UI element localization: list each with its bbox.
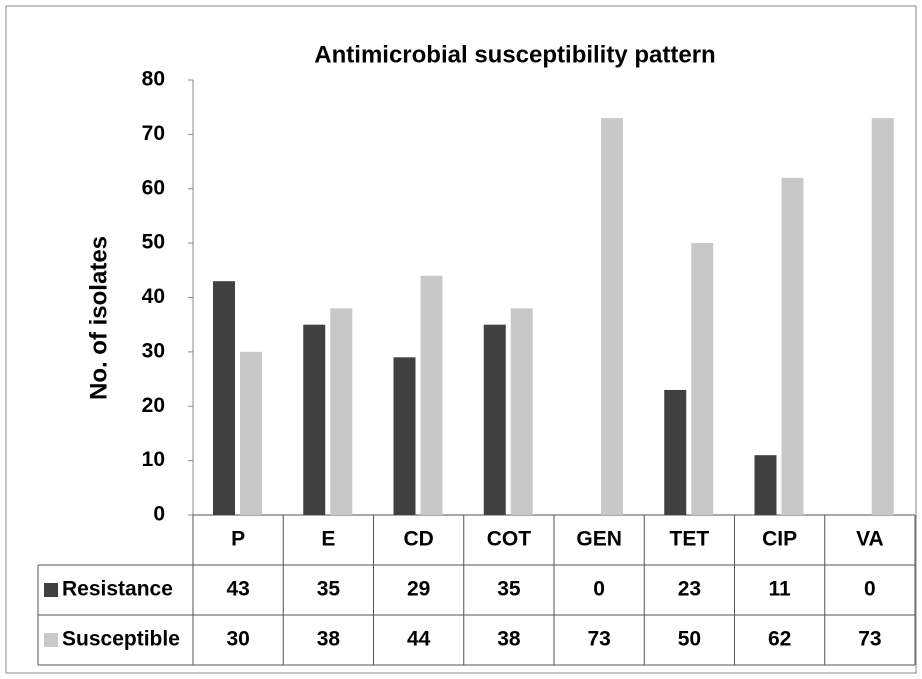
y-tick-label: 10 (142, 448, 165, 471)
table-value: 35 (317, 578, 341, 601)
bar (691, 243, 714, 515)
bar (303, 324, 326, 515)
table-value: 43 (226, 578, 249, 601)
table-value: 30 (226, 628, 249, 651)
chart-title: Antimicrobial susceptibility pattern (314, 41, 715, 68)
table-value: 0 (593, 578, 605, 601)
bar (240, 351, 262, 515)
table-value: 23 (678, 578, 701, 601)
x-tick-label: E (321, 528, 335, 551)
bar (420, 275, 443, 515)
table-value: 73 (858, 628, 881, 651)
table-value: 35 (497, 578, 521, 601)
bar (781, 177, 804, 515)
bar (213, 281, 235, 515)
table-value: 62 (768, 628, 791, 651)
table-value: 44 (407, 628, 431, 651)
y-tick-label: 80 (142, 68, 165, 91)
x-tick-label: TET (670, 528, 710, 551)
y-tick-label: 70 (142, 122, 165, 145)
x-tick-label: P (231, 528, 245, 551)
table-value: 50 (678, 628, 701, 651)
bar (330, 308, 353, 515)
table-value: 38 (497, 628, 521, 651)
table-value: 11 (769, 578, 792, 601)
legend-key (44, 633, 58, 647)
y-tick-label: 30 (142, 339, 165, 362)
table-value: 29 (407, 578, 430, 601)
y-tick-label: 60 (142, 176, 165, 199)
table-value: 38 (317, 628, 341, 651)
bar (510, 308, 533, 515)
x-tick-label: CIP (762, 528, 797, 551)
x-tick-label: GEN (576, 528, 622, 551)
legend-label: Resistance (62, 578, 173, 601)
bar (483, 324, 506, 515)
y-axis-label: No. of isolates (85, 236, 112, 400)
bar (601, 118, 623, 515)
table-value: 73 (587, 628, 610, 651)
frame (5, 5, 917, 674)
bar (754, 455, 777, 515)
bar (664, 389, 687, 515)
x-tick-label: VA (856, 528, 884, 551)
bar (871, 118, 894, 515)
y-tick-label: 0 (153, 503, 165, 526)
legend-key (44, 583, 58, 597)
bar (393, 357, 416, 515)
legend-label: Susceptible (62, 628, 180, 651)
y-tick-label: 50 (142, 231, 165, 254)
y-tick-label: 40 (142, 285, 165, 308)
x-tick-label: CD (403, 528, 433, 551)
x-tick-label: COT (487, 528, 532, 551)
table-value: 0 (864, 578, 876, 601)
y-tick-label: 20 (142, 394, 165, 417)
